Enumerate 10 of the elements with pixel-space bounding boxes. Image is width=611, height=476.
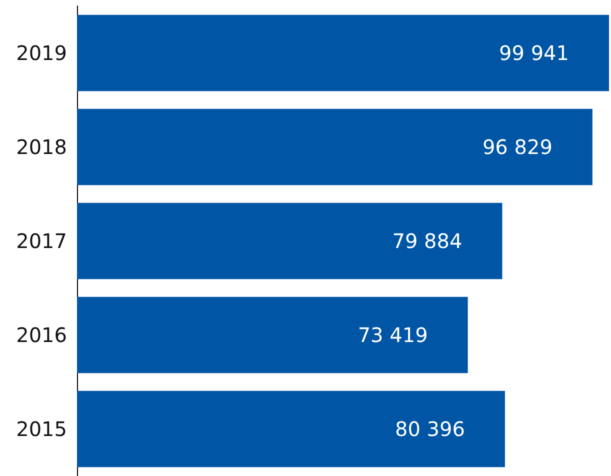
data-label: 79 884: [392, 229, 462, 253]
data-label: 80 396: [394, 417, 465, 441]
data-label: 99 941: [499, 41, 569, 65]
y-tick-label: 2019: [16, 41, 67, 65]
y-tick-label: 2016: [16, 323, 67, 347]
y-tick-label: 2017: [16, 229, 67, 253]
y-tick-label: 2018: [16, 135, 67, 159]
y-tick-label: 2015: [16, 417, 67, 441]
data-label: 96 829: [482, 135, 552, 159]
data-label: 73 419: [358, 323, 428, 347]
